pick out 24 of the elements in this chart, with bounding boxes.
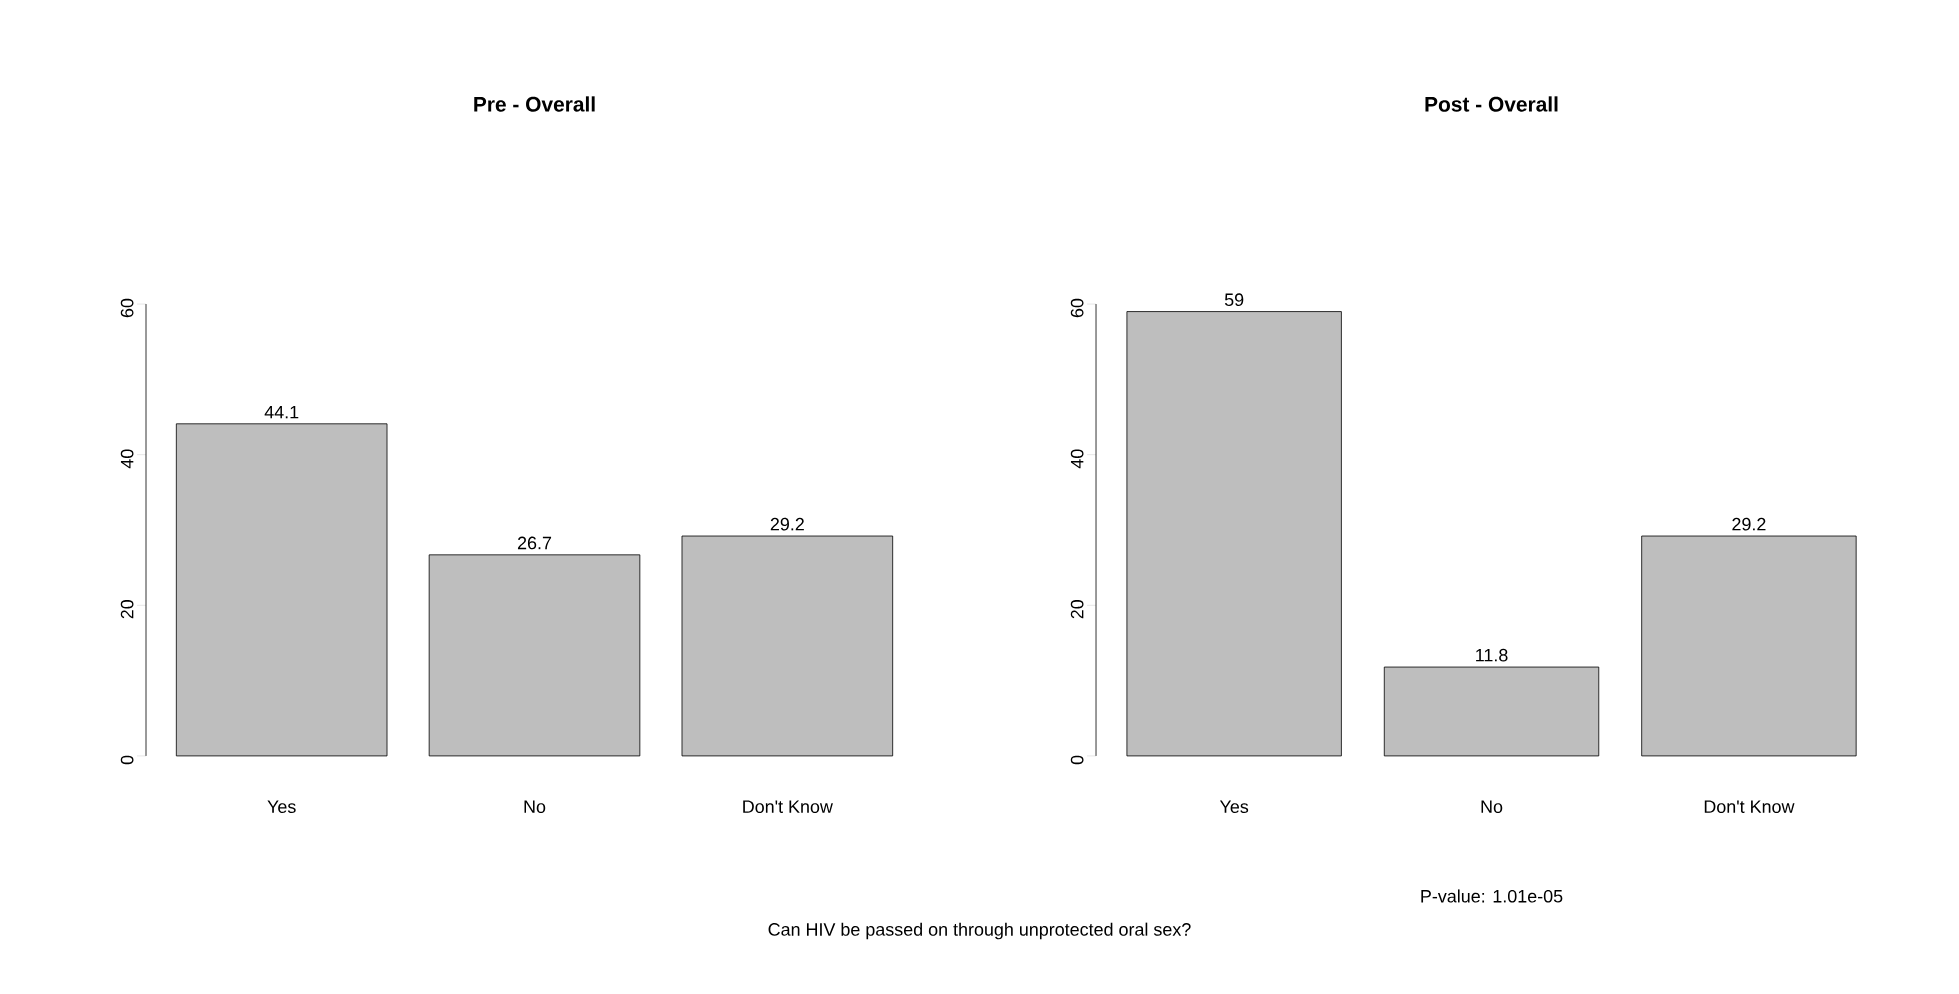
- y-tick-label: 40: [120, 449, 134, 469]
- x-tick-label: No: [1481, 800, 1503, 814]
- x-tick-label: Yes: [267, 800, 296, 814]
- data-label: 59: [1224, 293, 1244, 307]
- x-tick-label: No: [524, 800, 546, 814]
- data-label: 44.1: [264, 405, 299, 419]
- y-tick-label: 0: [1070, 755, 1084, 765]
- data-label: 11.8: [1476, 648, 1508, 662]
- y-tick-label: 0: [120, 755, 134, 765]
- y-tick-label: 60: [120, 298, 134, 318]
- data-label: 29.2: [1732, 517, 1766, 531]
- y-tick-label: 20: [120, 600, 134, 619]
- chart-title: Post - Overall: [1425, 96, 1558, 112]
- y-tick-label: 60: [1070, 298, 1084, 318]
- chart-title: Pre - Overall: [474, 96, 595, 112]
- data-label: 29.2: [770, 517, 804, 531]
- text: P-value: 1.01e-05: [1421, 889, 1563, 903]
- x-tick-label: Yes: [1219, 800, 1249, 814]
- data-label: 26.7: [517, 536, 552, 550]
- x-tick-label: Don't Know: [1704, 800, 1795, 814]
- x-tick-label: Don't Know: [743, 800, 833, 814]
- y-tick-label: 40: [1070, 449, 1084, 469]
- y-tick-label: 20: [1070, 600, 1084, 619]
- text: Can HIV be passed on through unprotected oral sex?: [768, 922, 1191, 940]
